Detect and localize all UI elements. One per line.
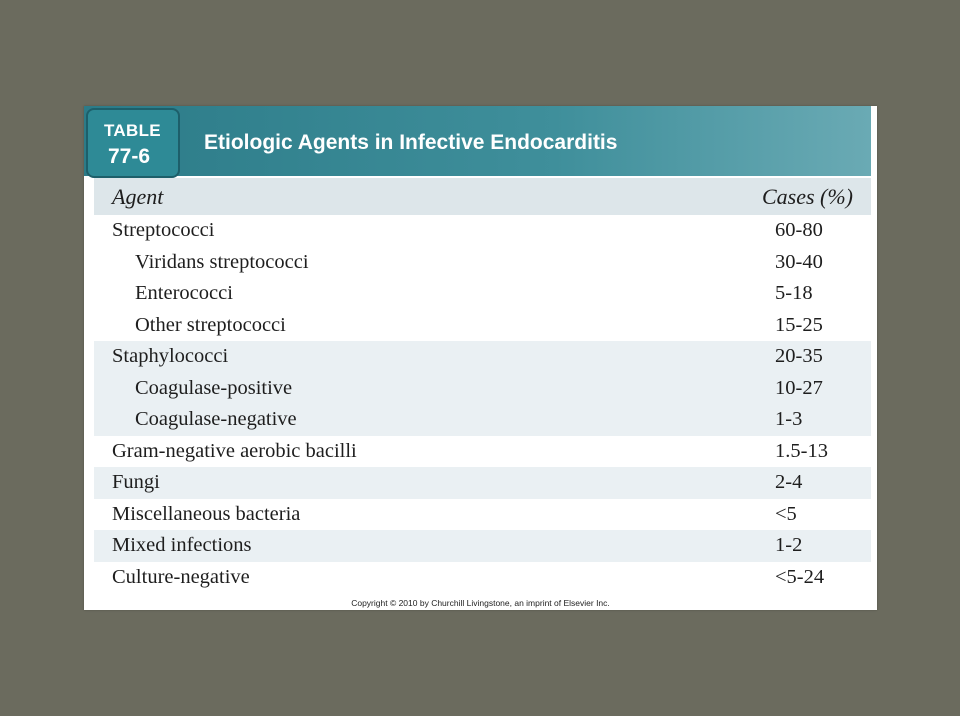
table-row: Viridans streptococci 30-40 xyxy=(94,247,871,279)
cases-cell: 60-80 xyxy=(775,219,823,241)
table-row: Fungi 2-4 xyxy=(94,467,871,499)
cases-cell: 20-35 xyxy=(775,345,823,367)
cases-cell: 30-40 xyxy=(775,250,823,273)
table-card: TABLE 77-6 Etiologic Agents in Infective… xyxy=(84,106,877,610)
agent-cell: Gram-negative aerobic bacilli xyxy=(112,439,357,462)
copyright-notice: Copyright © 2010 by Churchill Livingston… xyxy=(351,598,610,608)
cases-cell: 1-2 xyxy=(775,534,803,556)
table-row: Coagulase-positive 10-27 xyxy=(94,373,871,405)
agent-cell: Coagulase-negative xyxy=(135,408,297,430)
row-group-staphylococci: Staphylococci 20-35 Coagulase-positive 1… xyxy=(94,341,871,436)
cases-cell: 2-4 xyxy=(775,471,803,493)
cases-cell: <5 xyxy=(775,502,797,525)
cases-cell: 5-18 xyxy=(775,282,813,304)
agent-cell: Viridans streptococci xyxy=(135,250,309,273)
agent-cell: Enterococci xyxy=(135,282,233,304)
table-number-badge: TABLE 77-6 xyxy=(86,108,180,178)
cases-cell: 1.5-13 xyxy=(775,439,828,462)
table-row: Staphylococci 20-35 xyxy=(94,341,871,373)
badge-number: 77-6 xyxy=(108,145,151,168)
table-title: Etiologic Agents in Infective Endocardit… xyxy=(204,131,618,154)
cases-cell: 15-25 xyxy=(775,313,823,336)
row-group-fungi: Fungi 2-4 xyxy=(94,467,871,499)
agent-cell: Streptococci xyxy=(112,219,215,241)
cases-cell: 10-27 xyxy=(775,376,823,399)
agent-cell: Coagulase-positive xyxy=(135,376,293,399)
table-row: Other streptococci 15-25 xyxy=(94,310,871,342)
table-row: Miscellaneous bacteria <5 xyxy=(94,499,871,531)
agent-cell: Other streptococci xyxy=(135,313,286,336)
row-group-gram-negative: Gram-negative aerobic bacilli 1.5-13 xyxy=(94,436,871,468)
column-header-cases: Cases (%) xyxy=(761,184,853,209)
row-group-culture-negative: Culture-negative <5-24 xyxy=(94,562,871,594)
table-row: Coagulase-negative 1-3 xyxy=(94,404,871,436)
table-row: Streptococci 60-80 xyxy=(94,215,871,247)
badge-word: TABLE xyxy=(104,121,161,140)
table-row: Mixed infections 1-2 xyxy=(94,530,871,562)
agent-cell: Miscellaneous bacteria xyxy=(112,502,301,525)
table-row: Culture-negative <5-24 xyxy=(94,562,871,594)
table-body: Streptococci 60-80 Viridans streptococci… xyxy=(94,215,871,593)
row-group-mixed: Mixed infections 1-2 xyxy=(94,530,871,562)
agent-cell: Mixed infections xyxy=(112,534,252,556)
table-row: Gram-negative aerobic bacilli 1.5-13 xyxy=(94,436,871,468)
agent-cell: Culture-negative xyxy=(112,565,250,588)
cases-cell: 1-3 xyxy=(775,408,803,430)
row-group-streptococci: Streptococci 60-80 Viridans streptococci… xyxy=(94,215,871,341)
table-row: Enterococci 5-18 xyxy=(94,278,871,310)
table-header-bar: TABLE 77-6 Etiologic Agents in Infective… xyxy=(84,106,871,178)
column-header-agent: Agent xyxy=(112,184,164,209)
agent-cell: Fungi xyxy=(112,471,160,493)
cases-cell: <5-24 xyxy=(775,565,825,588)
column-header-row: Agent Cases (%) xyxy=(94,178,871,215)
row-group-miscellaneous: Miscellaneous bacteria <5 xyxy=(94,499,871,531)
agent-cell: Staphylococci xyxy=(112,345,229,367)
